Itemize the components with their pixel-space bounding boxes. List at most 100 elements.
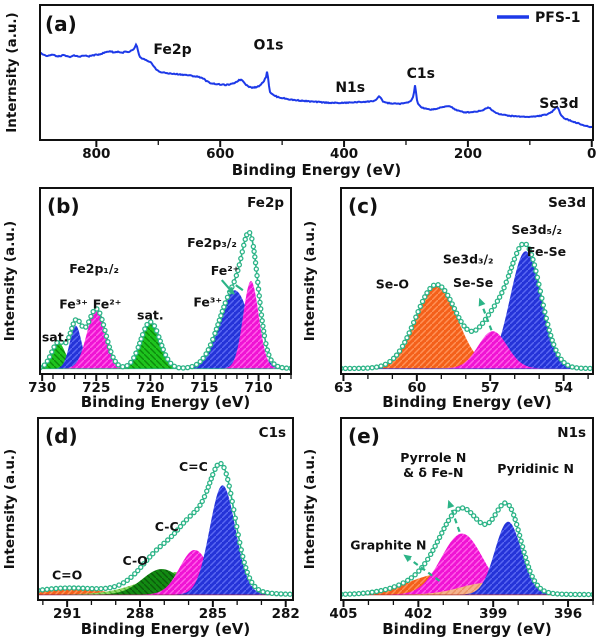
- survey-peak-label: O1s: [254, 38, 284, 54]
- x-axis-tick-label: 710: [244, 380, 272, 396]
- plot-frame: [39, 187, 292, 375]
- panel-letter: (c): [348, 194, 378, 218]
- x-axis-tick-label: 0: [587, 146, 596, 162]
- peak-fill-fe2-2p1-2: [41, 308, 290, 369]
- annotation-arrowhead: [226, 286, 235, 295]
- x-axis-tick-label: 715: [190, 380, 218, 396]
- x-axis-label: Binding Energy (eV): [382, 620, 552, 638]
- x-axis-tick-label: 60: [407, 380, 426, 396]
- peak-annotation: Fe2p₃/₂: [187, 235, 237, 250]
- survey-peak-label: C1s: [407, 66, 435, 82]
- axes: 800 600 400 200 0 Binding Energy (eV) Internsi…: [4, 4, 596, 179]
- peak-annotation: Fe2p₁/₂: [69, 261, 119, 276]
- plot-frame: [37, 417, 294, 601]
- figure-row-de: C=O C-O C-C C=C 291 288 285 282 Binding Energy (…: [0, 410, 600, 640]
- envelope-markers: [39, 460, 292, 597]
- y-axis-label: Internsity (a.u.): [302, 449, 318, 569]
- x-axis-tick-label: 288: [126, 606, 154, 622]
- panel-d-c1s-chart: C=O C-O C-C C=C 291 288 285 282 Binding Energy (…: [0, 410, 300, 640]
- panel-letter: (e): [348, 424, 380, 448]
- plot-frame: [340, 187, 594, 375]
- annotation-arrow: [220, 279, 231, 290]
- y-axis-label: Internsity (a.u.): [2, 221, 18, 341]
- x-axis-tick-label: 800: [82, 146, 110, 162]
- peak-annotation: sat.: [42, 330, 69, 345]
- envelope-markers: [342, 241, 592, 372]
- peak-fill-fe3-2p1-2: [41, 325, 290, 369]
- x-axis-tick-label: 57: [481, 380, 500, 396]
- panel-letter: (b): [47, 194, 80, 218]
- plot-data: [41, 42, 592, 129]
- peak-fill-fe3-2p3-2: [41, 290, 290, 369]
- legend: PFS-1: [497, 10, 580, 26]
- plot-frame: [340, 417, 594, 601]
- peak-annotation: sat.: [137, 307, 164, 322]
- axes: 291 288 285 282 Binding Energy (eV) Internsit…: [2, 417, 300, 638]
- peak-annotation: Pyridinic N: [497, 461, 574, 476]
- plot-data: [41, 230, 290, 371]
- x-axis-tick-label: 63: [334, 380, 353, 396]
- survey-spectrum-line: [41, 42, 592, 129]
- y-axis-label: Internsity (a.u.): [2, 449, 18, 569]
- peak-annotation: C-O: [123, 553, 148, 568]
- x-axis-label: Binding Energy (eV): [81, 620, 251, 638]
- plot-data: [39, 460, 292, 597]
- x-axis-tick-label: 282: [272, 606, 300, 622]
- plot-data: [342, 241, 592, 372]
- peak-annotation: Fe³⁺: [59, 296, 88, 311]
- panel-corner-label: N1s: [557, 425, 586, 441]
- annotation-arrow: [409, 558, 441, 582]
- y-axis-label: Internsity (a.u.): [4, 12, 20, 132]
- peak-fill-c-c: [39, 485, 292, 595]
- annotations: C=O C-O C-C C=C: [52, 459, 208, 582]
- x-axis-tick-label: 730: [28, 380, 56, 396]
- panel-corner-label: C1s: [259, 425, 286, 441]
- annotation-arrowhead: [403, 554, 412, 563]
- x-axis-tick-label: 54: [554, 380, 573, 396]
- x-axis-tick-label: 400: [330, 146, 358, 162]
- annotations: sat. Fe³⁺ Fe²⁺ Fe2p₁/₂ sat. Fe2p₃/₂ Fe²⁺ Fe³⁺: [42, 235, 244, 345]
- y-axis-label: Internsity (a.u.): [302, 221, 318, 341]
- peak-annotation: Se-Se: [453, 275, 493, 290]
- peak-fill-pyrrole-n-delta-fe-n: [342, 533, 592, 595]
- annotations: Pyrrole N& δ Fe-N Pyridinic N Graphite N: [350, 450, 574, 582]
- annotation-arrowhead: [447, 499, 455, 509]
- x-axis-tick-label: 291: [53, 606, 81, 622]
- envelope-markers: [41, 230, 290, 371]
- peak-fill-pyridinic-n: [342, 521, 592, 595]
- x-axis-tick-label: 720: [136, 380, 164, 396]
- peak-fill-fe-se: [342, 251, 592, 369]
- x-axis-tick-label: 600: [206, 146, 234, 162]
- x-axis-tick-label: 399: [479, 606, 507, 622]
- peak-annotation: Fe-Se: [527, 244, 566, 259]
- peak-annotation: Se3d₃/₂: [443, 252, 494, 267]
- x-axis-tick-label: 396: [554, 606, 582, 622]
- plot-data: [342, 500, 592, 598]
- panel-letter: (d): [45, 424, 78, 448]
- peak-annotation: Se3d₅/₂: [511, 222, 562, 237]
- annotation-arrow: [235, 284, 244, 292]
- annotation-arrowhead: [478, 297, 486, 307]
- peak-annotation: Fe²⁺: [93, 296, 122, 311]
- peak-annotation: Fe³⁺: [193, 294, 222, 309]
- peak-fill-se-se: [342, 331, 592, 369]
- survey-peak-label: Se3d: [539, 96, 578, 112]
- peak-annotation: C-C: [155, 519, 179, 534]
- panel-letter: (a): [45, 12, 77, 36]
- legend-label: PFS-1: [535, 10, 580, 26]
- panel-corner-label: Fe2p: [247, 195, 284, 211]
- x-axis-label: Binding Energy (eV): [382, 393, 552, 410]
- peak-annotation: Fe²⁺: [211, 263, 240, 278]
- panel-corner-label: Se3d: [548, 195, 586, 211]
- panel-a-survey-chart: Fe2p O1s N1s C1s Se3d PFS-1 800 600 400 200 0 Bindi…: [0, 0, 600, 180]
- panel-c-se3d-chart: Se-O Se3d₃/₂ Se-Se Se3d₅/₂ Fe-Se 63 60 57 54Bind…: [300, 180, 600, 410]
- peak-fill-fe2-2p3-2: [41, 281, 290, 369]
- peak-annotation: Se-O: [376, 277, 409, 292]
- peak-annotation: C=O: [52, 567, 82, 582]
- x-axis-tick-label: 725: [82, 380, 110, 396]
